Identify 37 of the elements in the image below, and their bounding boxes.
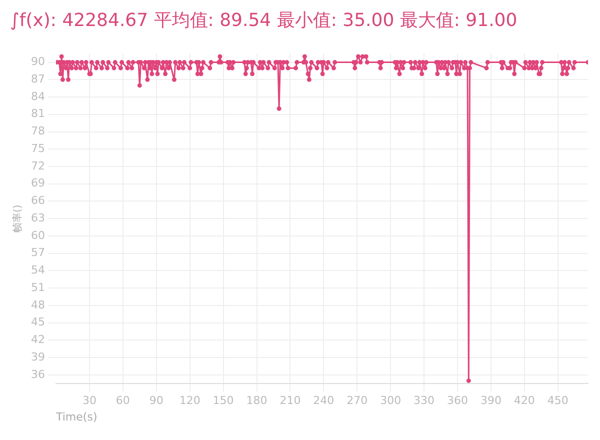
x-tick-label: 420 xyxy=(514,394,535,408)
x-tick-label: 90 xyxy=(149,394,164,408)
y-tick-label: 48 xyxy=(30,298,45,312)
y-tick-label: 45 xyxy=(30,316,45,329)
y-tick-label: 54 xyxy=(30,264,45,277)
y-tick-label: 75 xyxy=(30,142,45,155)
y-tick-label: 66 xyxy=(30,194,45,208)
y-tick-label: 72 xyxy=(30,159,45,172)
y-axis-title: 帧率() xyxy=(12,204,24,233)
y-tick-label: 87 xyxy=(30,72,45,86)
x-tick-label: 180 xyxy=(246,394,268,408)
y-tick-label: 42 xyxy=(30,333,45,346)
y-tick-label: 78 xyxy=(30,124,45,138)
y-tick-label: 63 xyxy=(30,211,45,224)
x-tick-label: 330 xyxy=(414,394,435,408)
x-tick-label: 300 xyxy=(380,394,402,408)
y-tick-label: 84 xyxy=(30,90,45,103)
y-tick-label: 51 xyxy=(30,280,45,294)
x-tick-label: 240 xyxy=(313,394,334,408)
x-tick-label: 30 xyxy=(82,394,96,408)
x-tick-label: 390 xyxy=(480,394,502,408)
x-tick-label: 360 xyxy=(447,394,468,408)
x-tick-label: 450 xyxy=(547,394,568,408)
y-tick-label: 60 xyxy=(30,228,45,242)
x-tick-label: 270 xyxy=(346,394,368,408)
x-tick-label: 150 xyxy=(212,394,234,408)
y-tick-label: 57 xyxy=(30,246,45,260)
y-tick-label: 39 xyxy=(30,350,45,364)
chart-title: ∫f(x): 42284.67 平均值: 89.54 最小值: 35.00 最大值: 91.00 xyxy=(10,9,518,32)
y-tick-label: 36 xyxy=(30,368,45,381)
y-tick-label: 81 xyxy=(30,107,45,120)
x-tick-label: 120 xyxy=(179,394,200,408)
y-tick-label: 90 xyxy=(30,55,45,68)
x-axis-title: Time(s) xyxy=(54,410,98,424)
y-tick-label: 69 xyxy=(30,176,45,190)
x-tick-label: 210 xyxy=(280,394,301,408)
x-tick-label: 60 xyxy=(116,394,130,408)
